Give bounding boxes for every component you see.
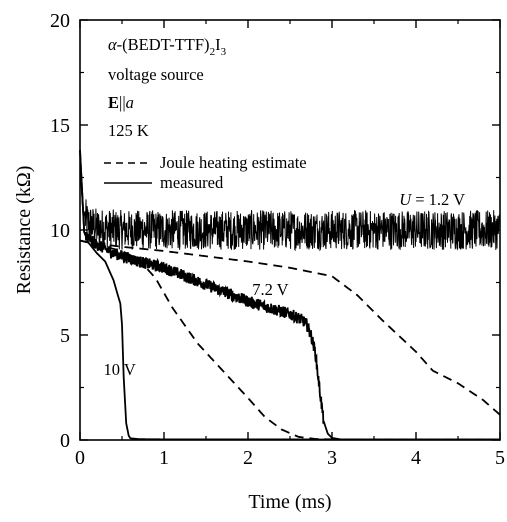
y-axis-title: Resistance (kΩ) — [13, 166, 35, 295]
field-label: E||a — [108, 93, 134, 112]
legend-label-measured: measured — [160, 173, 224, 192]
series-label: U = 1.2 V — [399, 190, 465, 209]
x-tick-label: 2 — [243, 447, 253, 469]
series-labels: U = 1.2 V 7.2 V 10 V — [104, 190, 466, 379]
y-tick-label: 20 — [50, 10, 70, 32]
series-label: 10 V — [104, 360, 136, 379]
source-label: voltage source — [108, 65, 204, 84]
x-axis-title: Time (ms) — [248, 491, 331, 513]
material-label: α-(BEDT-TTF)2I3 — [108, 35, 227, 58]
y-tick-label: 10 — [50, 220, 70, 242]
y-tick-label: 0 — [60, 430, 70, 452]
x-tick-label: 5 — [495, 447, 505, 469]
series-line-dashed — [79, 239, 500, 441]
annotation-block: α-(BEDT-TTF)2I3 voltage source E||a 125 … — [108, 35, 227, 140]
x-tick-label: 0 — [75, 447, 85, 469]
series-layer — [79, 145, 501, 441]
y-tick-label: 15 — [50, 115, 70, 137]
series-label: 7.2 V — [252, 280, 288, 299]
legend: Joule heating estimate measured — [104, 153, 307, 192]
series-line — [79, 145, 501, 252]
axis-tick-labels: 0 1 2 3 4 5 0 5 10 15 20 — [50, 10, 505, 469]
series-line-dashed — [79, 239, 501, 416]
x-tick-label: 4 — [411, 447, 421, 469]
x-tick-label: 1 — [159, 447, 169, 469]
y-tick-label: 5 — [60, 325, 70, 347]
legend-label-joule: Joule heating estimate — [160, 153, 307, 172]
temperature-label: 125 K — [108, 121, 149, 140]
x-tick-label: 3 — [327, 447, 337, 469]
